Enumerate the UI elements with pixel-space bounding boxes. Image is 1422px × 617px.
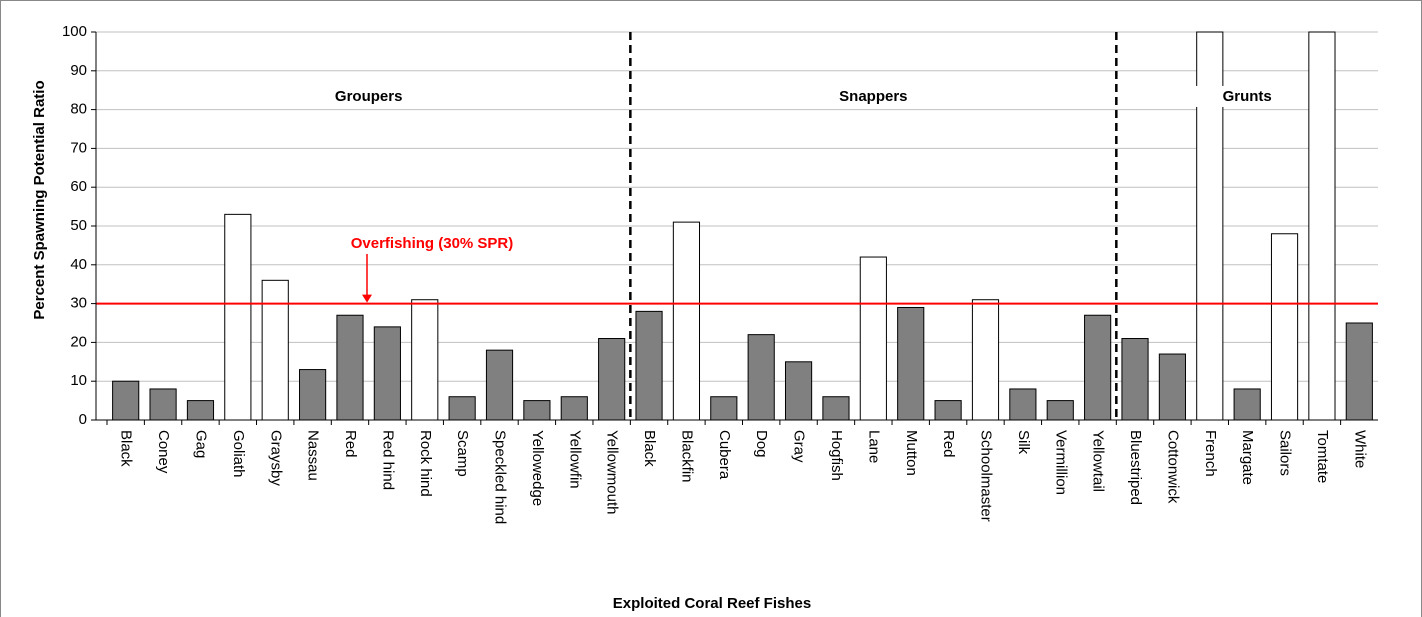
bar [784,361,813,421]
bar [485,349,514,421]
x-tick-label: Black [118,430,135,467]
group-label-background [1192,85,1302,107]
x-tick-label: Nassau [305,430,322,481]
x-tick-label: Rock hind [417,430,434,497]
bar [186,400,215,421]
x-tick-label: Cubera [716,430,733,480]
x-tick-label: Vermillion [1052,430,1069,495]
y-tick-label: 20 [70,333,87,350]
x-axis-label: Exploited Coral Reef Fishes [613,595,811,612]
x-tick-label: Yellowmouth [604,430,621,515]
bar [747,334,775,421]
y-tick-label: 70 [70,139,87,156]
x-tick-label: French [1202,430,1219,477]
bar [149,388,177,421]
bar [1345,322,1373,421]
y-tick-label: 60 [70,178,87,195]
x-tick-label: Sailors [1277,430,1294,476]
bar [523,400,551,421]
x-tick-label: Graysby [267,430,284,486]
x-tick-label: Blackfin [678,430,695,483]
group-label: Groupers [335,88,403,105]
bar [1046,400,1074,421]
y-tick-label: 100 [62,23,87,40]
bar [672,221,701,421]
y-tick-label: 50 [70,217,87,234]
x-tick-label: Dog [753,430,770,458]
y-tick-label: 90 [70,62,87,79]
bar [560,396,588,421]
bar [859,256,887,421]
x-tick-label: Schoolmaster [978,430,995,522]
x-tick-label: Gray [791,430,808,463]
x-tick-label: Cottonwick [1164,430,1181,504]
x-tick-label: Red [940,430,957,458]
group-label-background [304,85,433,107]
y-axis-label: Percent Spawning Potential Ratio [31,80,48,319]
bar [971,299,1000,421]
bar [822,396,850,421]
x-tick-label: Margate [1239,430,1256,485]
x-tick-label: Gag [192,430,209,458]
x-tick-label: Yellowedge [529,430,546,506]
x-tick-label: Goliath [230,430,247,478]
x-tick-label: Yellowfin [566,430,583,489]
y-tick-label: 0 [79,411,87,428]
bar [299,369,327,421]
bar [448,396,476,421]
x-tick-label: Bluestriped [1127,430,1144,505]
reference-label: Overfishing (30% SPR) [351,235,514,252]
x-tick-label: Black [641,430,658,467]
bar [1308,31,1336,421]
bar [1084,314,1112,421]
bar [1233,388,1261,421]
bar [1158,353,1186,421]
group-label: Snappers [839,88,907,105]
bar [224,213,252,421]
bar [373,326,401,421]
y-tick-label: 80 [70,101,87,118]
bar [336,314,364,421]
bar [1270,233,1299,421]
bar [112,380,140,421]
reference-arrowhead [362,294,372,303]
bar [411,299,439,421]
group-label: Grunts [1223,88,1272,105]
bar [635,310,663,421]
x-tick-label: White [1351,430,1368,468]
x-tick-label: Hogfish [828,430,845,481]
y-tick-label: 30 [70,295,87,312]
bar [710,396,738,421]
bar [1009,388,1037,421]
x-tick-label: Lane [865,430,882,463]
x-tick-label: Tomtate [1314,430,1331,483]
x-tick-label: Yellowtail [1090,430,1107,492]
x-tick-label: Mutton [903,430,920,476]
y-tick-label: 40 [70,256,87,273]
x-tick-label: Red [342,430,359,458]
x-tick-label: Speckled hind [492,430,509,524]
x-tick-label: Coney [155,430,172,474]
group-label-background [809,85,938,107]
bar [261,279,289,421]
x-tick-label: Silk [1015,430,1032,455]
bar [1121,338,1149,421]
y-tick-label: 10 [70,372,87,389]
bar [897,306,925,421]
x-tick-label: Scamp [454,430,471,477]
bar [934,400,962,421]
x-tick-label: Red hind [379,430,396,490]
bar [598,338,626,421]
